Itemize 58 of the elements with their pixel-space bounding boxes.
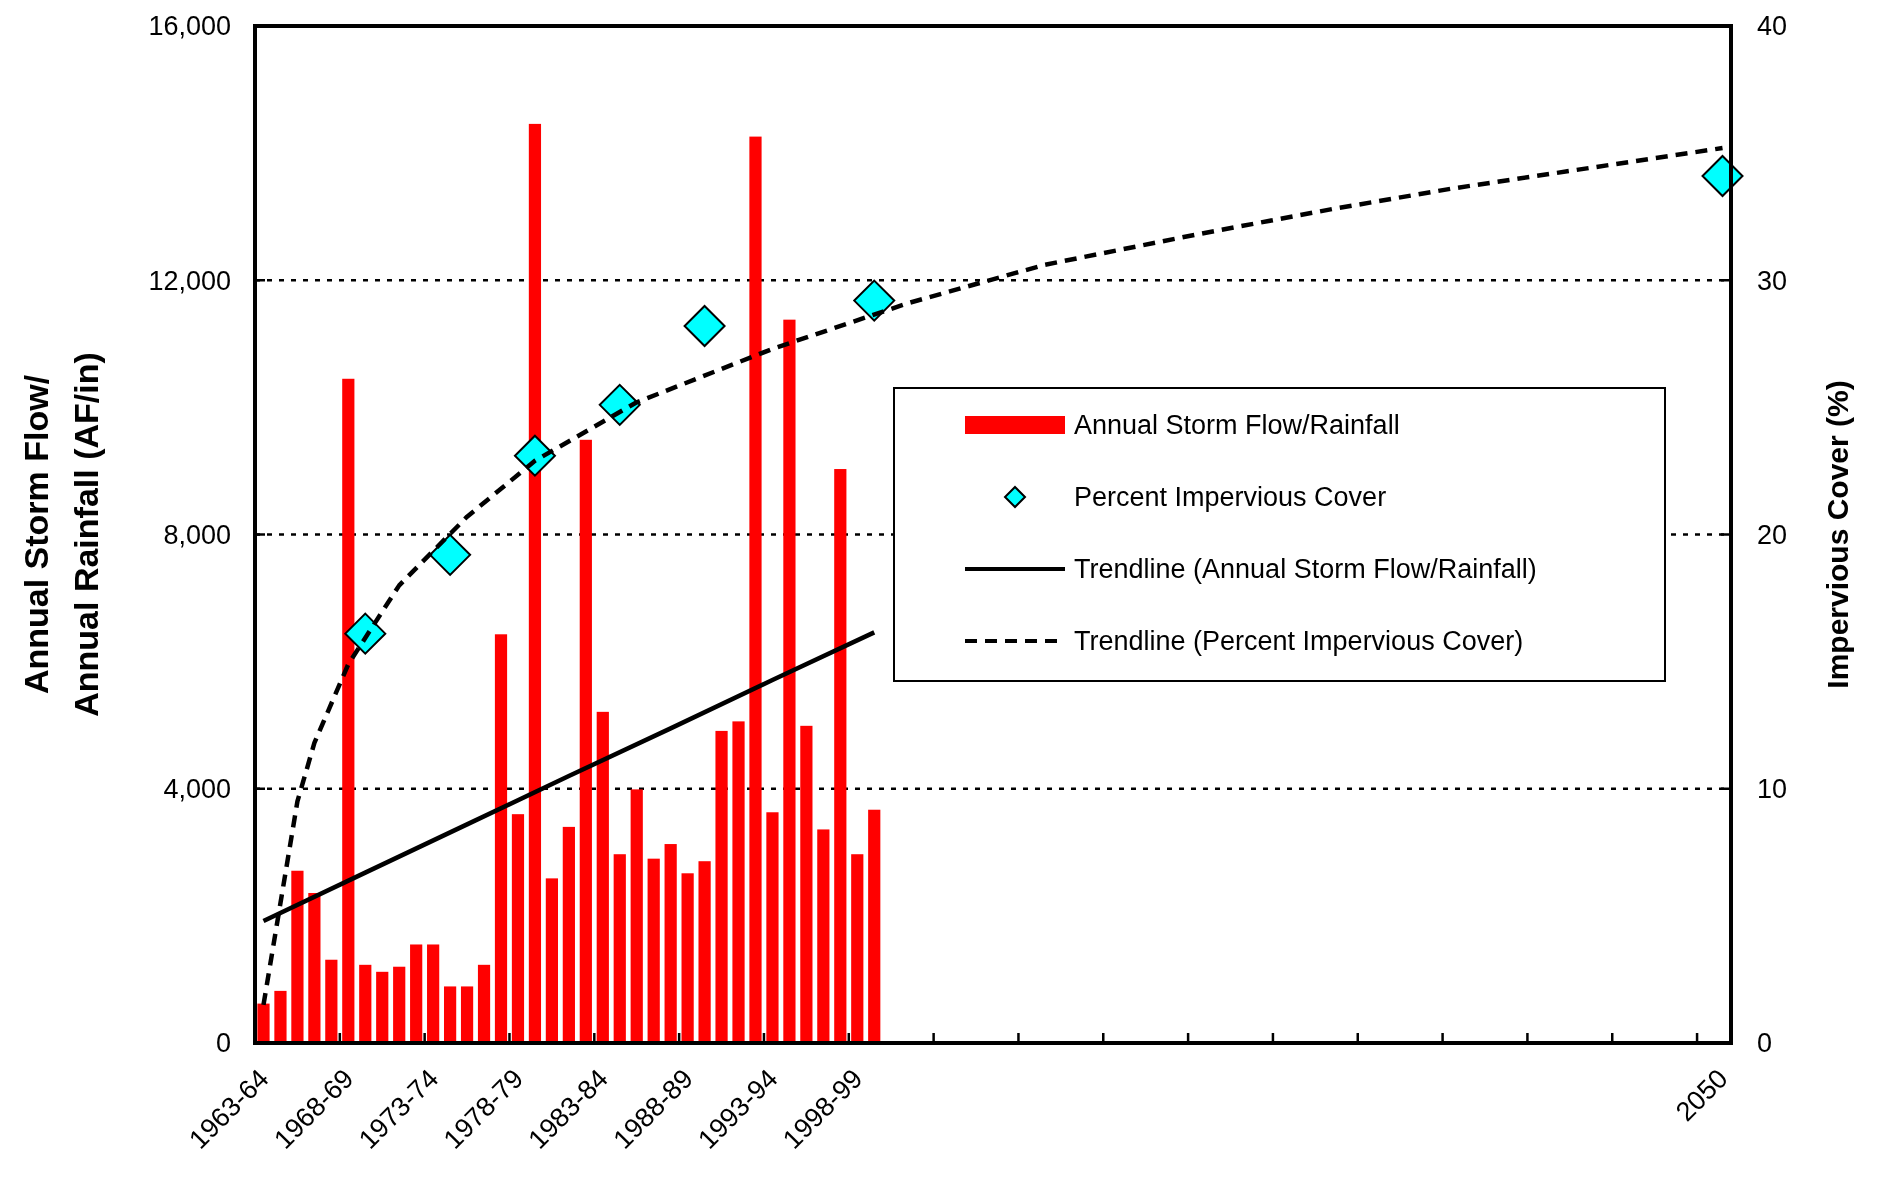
bar bbox=[427, 944, 440, 1043]
bar bbox=[868, 809, 881, 1043]
bar bbox=[681, 873, 694, 1043]
point bbox=[683, 305, 726, 348]
bar bbox=[579, 439, 592, 1043]
bar bbox=[528, 123, 542, 1043]
bar bbox=[308, 892, 321, 1043]
legend-label: Trendline (Annual Storm Flow/Rainfall) bbox=[1074, 554, 1537, 585]
y-tick-label: 8,000 bbox=[163, 519, 231, 550]
bar bbox=[851, 854, 864, 1043]
y-tick-label: 0 bbox=[215, 1028, 231, 1059]
point bbox=[344, 612, 387, 655]
bar bbox=[342, 378, 355, 1043]
bar bbox=[291, 870, 304, 1043]
bar bbox=[444, 986, 457, 1043]
bar bbox=[477, 964, 491, 1043]
bar bbox=[393, 966, 406, 1043]
bar bbox=[460, 986, 474, 1043]
bar bbox=[698, 861, 711, 1043]
y-tick-label: 16,000 bbox=[148, 11, 231, 42]
legend-label: Annual Storm Flow/Rainfall bbox=[1074, 410, 1400, 441]
bar bbox=[715, 730, 728, 1043]
y-axis-title: Annual Storm Flow/ Annual Rainfall (AF/in) bbox=[17, 352, 105, 717]
bar bbox=[647, 858, 660, 1043]
bar bbox=[783, 319, 796, 1043]
bar bbox=[817, 829, 830, 1043]
y2-tick-label: 20 bbox=[1757, 519, 1788, 550]
bar bbox=[545, 878, 558, 1043]
bar bbox=[766, 812, 779, 1043]
bar bbox=[732, 721, 745, 1043]
legend-label: Trendline (Percent Impervious Cover) bbox=[1074, 626, 1524, 657]
line-series bbox=[261, 145, 1725, 1008]
y2-tick-label: 30 bbox=[1757, 265, 1788, 296]
bar bbox=[257, 1003, 270, 1043]
bar bbox=[494, 634, 508, 1043]
y2-tick-label: 0 bbox=[1757, 1028, 1773, 1059]
bar bbox=[664, 844, 677, 1043]
bar bbox=[274, 990, 287, 1043]
bar bbox=[834, 469, 847, 1043]
bar bbox=[749, 136, 762, 1043]
bar bbox=[511, 814, 525, 1043]
bar bbox=[613, 854, 626, 1043]
point bbox=[853, 279, 896, 322]
bar bbox=[800, 725, 813, 1043]
y2-tick-label: 10 bbox=[1757, 774, 1788, 805]
bar bbox=[562, 826, 575, 1043]
bar bbox=[410, 944, 423, 1043]
point bbox=[429, 533, 472, 576]
bar bbox=[325, 959, 338, 1043]
y2-tick-label: 40 bbox=[1757, 11, 1788, 42]
bar bbox=[596, 711, 609, 1043]
legend-label: Percent Impervious Cover bbox=[1074, 482, 1387, 513]
bar bbox=[376, 971, 389, 1043]
y2-axis-title: Impervious Cover (%) bbox=[1821, 380, 1854, 689]
bar bbox=[359, 964, 372, 1043]
y-tick-label: 12,000 bbox=[148, 265, 231, 296]
y-tick-label: 4,000 bbox=[163, 774, 231, 805]
bar bbox=[630, 789, 643, 1043]
